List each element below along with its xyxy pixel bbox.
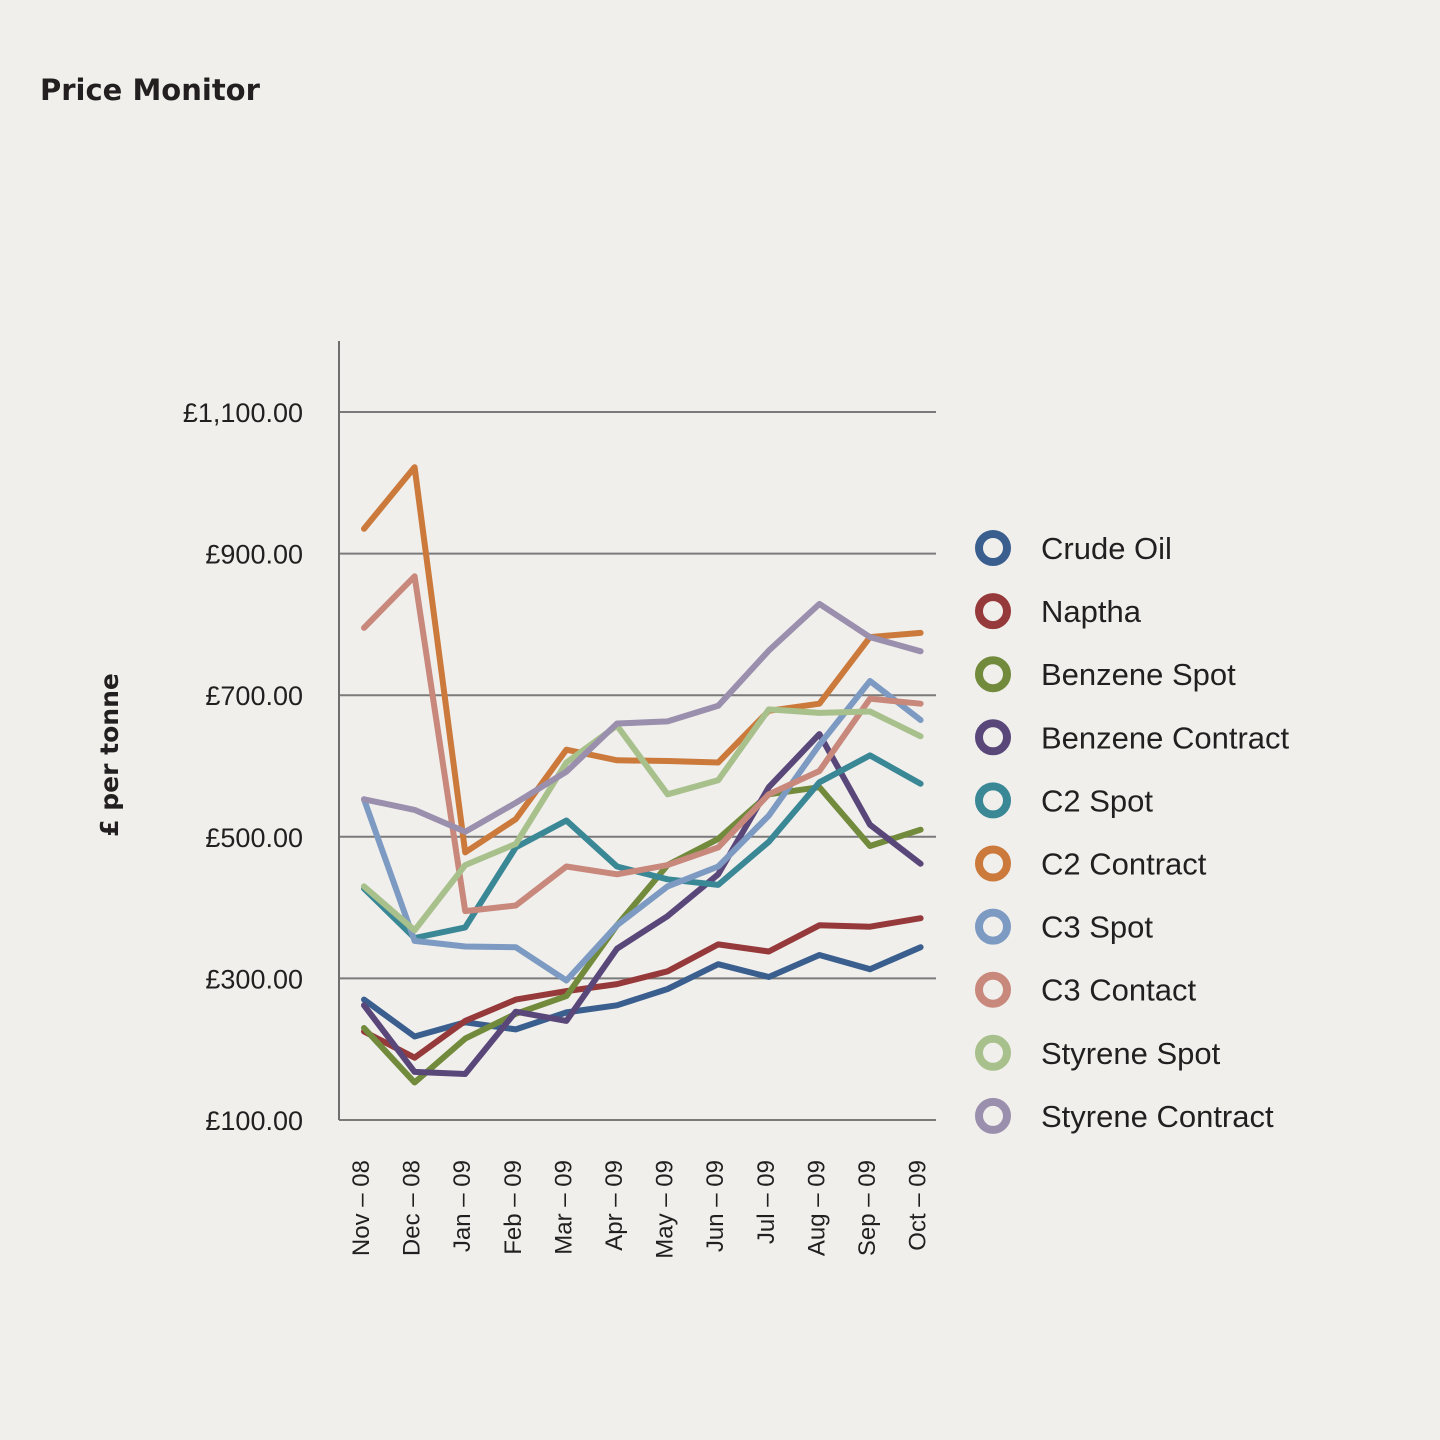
series-line-3 <box>361 731 924 1077</box>
y-tick-label: £1,100.00 <box>183 398 303 428</box>
y-tick-label: £300.00 <box>205 964 303 994</box>
legend-label: Benzene Spot <box>1041 657 1236 692</box>
legend-label: C2 Spot <box>1041 783 1153 818</box>
legend-marker <box>975 845 1011 882</box>
x-tick-labels: Nov – 08 Dec – 08 Jan – 09 Feb – 09 Mar – 09… <box>348 1160 932 1259</box>
legend-marker <box>975 1034 1011 1071</box>
x-tick-label: Apr – 09 <box>601 1160 628 1251</box>
x-tick-label: Dec – 08 <box>399 1160 426 1256</box>
legend-marker <box>975 593 1011 630</box>
legend-item: Benzene Contract <box>975 719 1290 756</box>
y-tick-label: £700.00 <box>205 681 303 711</box>
series-line-9 <box>361 600 924 835</box>
legend-marker <box>975 908 1011 945</box>
legend-item: Naptha <box>975 593 1142 630</box>
legend-label: C3 Spot <box>1041 910 1153 945</box>
x-tick-label: Sep – 09 <box>854 1160 881 1256</box>
legend-marker <box>975 782 1011 819</box>
legend-item: C2 Contract <box>975 845 1207 882</box>
series-line-1 <box>361 915 924 1061</box>
legend-marker <box>975 971 1011 1008</box>
series-line-4 <box>361 752 924 941</box>
series-lines <box>361 464 924 1086</box>
legend-label: Crude Oil <box>1041 531 1172 566</box>
y-tick-label: £500.00 <box>205 823 303 853</box>
chart-title: Price Monitor <box>40 73 261 107</box>
x-tick-label: Nov – 08 <box>348 1160 375 1256</box>
y-tick-label: £100.00 <box>205 1106 303 1136</box>
x-tick-label: Feb – 09 <box>500 1160 527 1255</box>
x-tick-label: Jul – 09 <box>753 1160 780 1244</box>
x-tick-label: Oct – 09 <box>905 1160 932 1251</box>
series-line-2 <box>361 784 924 1086</box>
legend-item: Styrene Contract <box>975 1097 1274 1134</box>
legend-label: C3 Contact <box>1041 973 1196 1008</box>
legend-label: Styrene Contract <box>1041 1099 1274 1134</box>
legend-item: Styrene Spot <box>975 1034 1221 1071</box>
legend-item: Crude Oil <box>975 530 1172 566</box>
gridlines <box>339 411 936 1121</box>
legend-item: C3 Spot <box>975 908 1153 945</box>
x-tick-label: Mar – 09 <box>550 1160 577 1255</box>
legend-marker <box>975 656 1011 693</box>
y-axis-label: £ per tonne <box>95 673 124 837</box>
legend-item: C2 Spot <box>975 782 1153 819</box>
legend-item: Benzene Spot <box>975 656 1236 693</box>
x-tick-label: Aug – 09 <box>803 1160 830 1256</box>
x-tick-label: May – 09 <box>652 1160 679 1259</box>
legend-marker <box>975 1097 1011 1134</box>
legend-label: Benzene Contract <box>1041 720 1290 755</box>
series-line-0 <box>361 944 924 1040</box>
series-line-7 <box>361 573 924 915</box>
legend-label: Styrene Spot <box>1041 1036 1221 1071</box>
series-line-6 <box>361 678 924 984</box>
y-tick-labels: £100.00 £300.00 £500.00 £700.00 £900.00 £1,10… <box>183 398 303 1136</box>
legend-marker <box>975 719 1011 756</box>
series-line-8 <box>361 706 924 934</box>
legend-label: Naptha <box>1041 594 1142 629</box>
y-tick-label: £900.00 <box>205 540 303 570</box>
x-tick-label: Jun – 09 <box>702 1160 729 1252</box>
legend-item: C3 Contact <box>975 971 1196 1008</box>
legend: Crude Oil Naptha Benzene Spot Benzene Contr… <box>975 530 1290 1134</box>
legend-label: C2 Contract <box>1041 847 1207 882</box>
x-tick-label: Jan – 09 <box>449 1160 476 1252</box>
legend-marker <box>975 530 1011 566</box>
